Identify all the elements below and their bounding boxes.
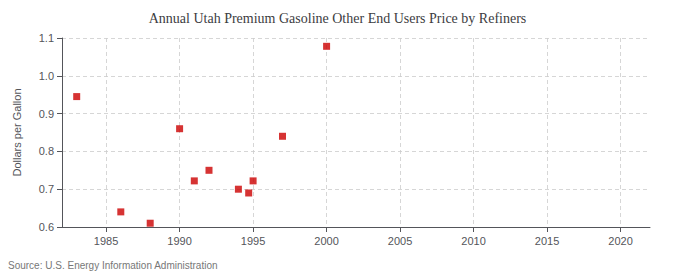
svg-text:Dollars per Gallon: Dollars per Gallon [11,88,23,176]
svg-text:0.6: 0.6 [39,221,54,233]
svg-text:2015: 2015 [535,235,559,247]
svg-text:2005: 2005 [388,235,412,247]
svg-text:0.9: 0.9 [39,108,54,120]
svg-text:2000: 2000 [314,235,338,247]
svg-text:0.7: 0.7 [39,183,54,195]
svg-text:0.8: 0.8 [39,145,54,157]
svg-text:2020: 2020 [608,235,632,247]
svg-text:1.0: 1.0 [39,70,54,82]
svg-text:1.1: 1.1 [39,32,54,44]
svg-text:Source: U.S. Energy Informatio: Source: U.S. Energy Information Administ… [8,260,218,271]
svg-text:1995: 1995 [241,235,265,247]
svg-text:Annual Utah Premium Gasoline O: Annual Utah Premium Gasoline Other End U… [149,11,527,26]
svg-text:1985: 1985 [94,235,118,247]
svg-text:2010: 2010 [461,235,485,247]
svg-text:1990: 1990 [167,235,191,247]
